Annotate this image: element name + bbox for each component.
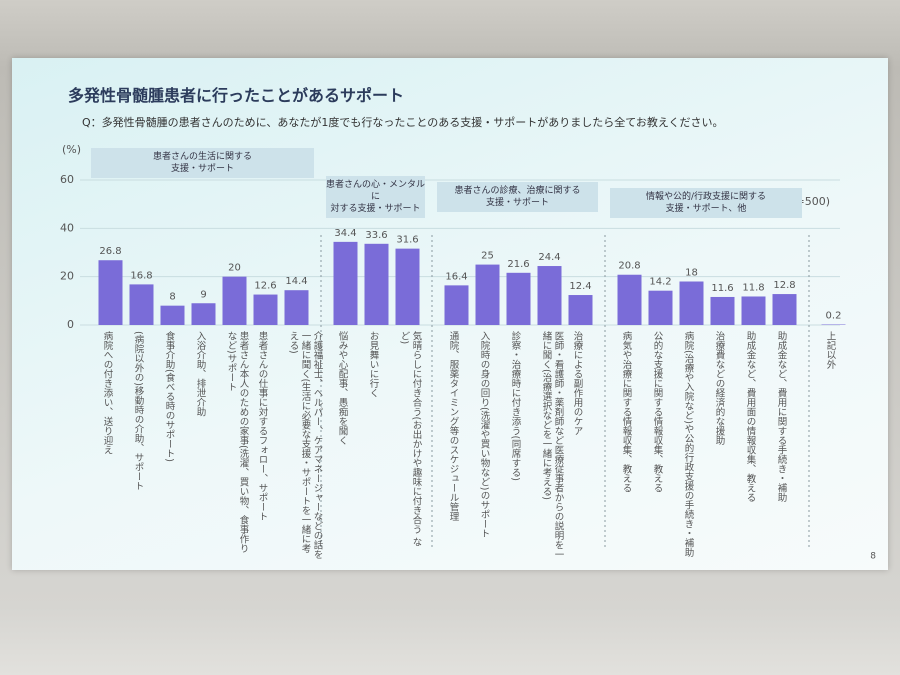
category-label: 病院への付き添い、送り迎え (101, 331, 113, 455)
category-label: 患者さん本人のための家事(洗濯、買い物、食事作りなど)サポート (225, 331, 249, 554)
value-label: 24.4 (538, 252, 560, 263)
category-label: 助成金など、費用に関する手続き・補助 (775, 331, 787, 502)
value-label: 33.6 (365, 230, 387, 241)
chart-title: 多発性骨髄腫患者に行ったことがあるサポート (68, 86, 405, 105)
value-label: 8 (169, 292, 175, 303)
question: Q：多発性骨髄腫の患者さんのために、あなたが1度でも行なったことのある支援・サポ… (82, 116, 724, 129)
bar (444, 285, 469, 325)
category-label: 介護福祉士、ヘルパー、ケアマネージャーなどの話を一緒に聞く(生活に必要な支援・サ… (287, 331, 323, 559)
category-label: 入院時の身の回り(洗濯や買い物など)のサポート (478, 331, 490, 538)
y-tick-label: 20 (60, 270, 74, 283)
group-header: 情報や公的/行政支援に関する 支援・サポート、他 (610, 188, 802, 218)
bar (253, 294, 278, 325)
bar (741, 296, 766, 325)
bar (772, 294, 797, 325)
value-label: 11.6 (711, 283, 733, 294)
group-header: 患者さんの診療、治療に関する 支援・サポート (437, 182, 598, 212)
bar (284, 290, 309, 325)
category-label: 診察・治療時に付き添う(同席する) (509, 331, 521, 481)
bar (475, 264, 500, 325)
bar (222, 276, 247, 325)
page-number: 8 (870, 552, 876, 562)
category-label: 病気や治療に関する情報収集、教える (620, 331, 632, 493)
value-label: 25 (481, 251, 494, 262)
bar (364, 243, 389, 325)
category-label: 医師・看護師・薬剤師など医療従事者からの説明を一緒に聞く(治療選択などを一緒に考… (540, 331, 564, 559)
category-label: お見舞いに行く (367, 331, 379, 398)
bar (679, 281, 704, 325)
bar (568, 295, 593, 325)
bar (648, 290, 673, 325)
bar (537, 266, 562, 325)
value-label: 20 (228, 263, 241, 274)
value-label: 11.8 (742, 282, 764, 293)
category-label: 患者さんの仕事に対するフォロー、サポート (256, 331, 268, 521)
bar (710, 296, 735, 325)
category-label: 気晴らしに付き合う(お出かけや趣味に付き合う など) (398, 331, 422, 547)
value-label: 16.8 (130, 270, 152, 281)
category-label: 病院(治療や入院など)や公的行政支援の手続き・補助 (682, 331, 694, 557)
bar (333, 241, 358, 325)
category-label: 食事介助(食べる時のサポート) (163, 331, 175, 462)
y-tick-label: 60 (60, 173, 74, 186)
value-label: 12.8 (773, 280, 795, 291)
bar (617, 274, 642, 325)
y-tick-label: 40 (60, 221, 74, 234)
y-axis-label: (%) (62, 143, 81, 156)
group-header: 患者さんの心・メンタルに 対する支援・サポート (326, 176, 425, 218)
value-label: 20.8 (618, 261, 640, 272)
value-label: 34.4 (334, 228, 356, 239)
category-label: 上記以外 (824, 331, 836, 369)
category-label: (病院以外の)移動時の介助、サポート (132, 331, 144, 491)
category-label: 助成金など、費用面の情報収集、教える (744, 331, 756, 502)
value-label: 18 (685, 268, 698, 279)
value-label: 12.6 (254, 281, 276, 292)
bar (395, 248, 420, 325)
value-label: 12.4 (569, 281, 591, 292)
bar (98, 260, 123, 325)
value-label: 14.2 (649, 277, 671, 288)
category-label: 治療による副作用のケア (571, 331, 583, 436)
value-label: 16.4 (445, 271, 467, 282)
category-label: 悩みや心配事、愚痴を聞く (336, 331, 348, 445)
value-label: 0.2 (826, 311, 842, 322)
value-label: 31.6 (396, 235, 418, 246)
category-label: 公的な支援に関する情報収集、教える (651, 331, 663, 493)
bar (129, 284, 154, 325)
bar (160, 305, 185, 325)
category-label: 治療費などの経済的な援助 (713, 331, 725, 445)
value-label: 9 (200, 289, 206, 300)
category-label: 通院、服薬タイミング等のスケジュール管理 (447, 331, 459, 521)
value-label: 14.4 (285, 276, 307, 287)
bar (506, 272, 531, 325)
category-label: 入浴介助、排泄介助 (194, 331, 206, 417)
value-label: 26.8 (99, 246, 121, 257)
value-label: 21.6 (507, 259, 529, 270)
group-header: 患者さんの生活に関する 支援・サポート (91, 148, 314, 178)
bar (191, 303, 216, 325)
y-tick-label: 0 (67, 318, 74, 331)
